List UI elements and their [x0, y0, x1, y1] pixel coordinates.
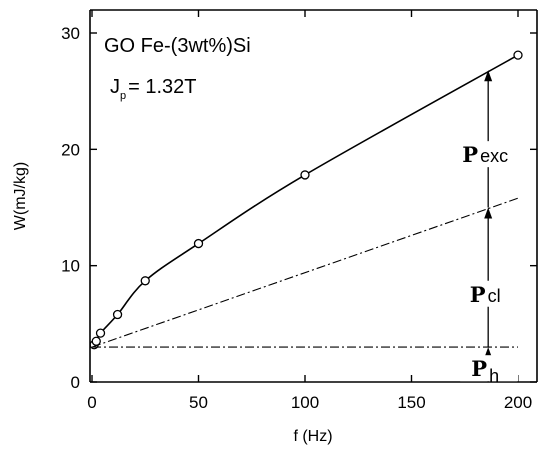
data-point	[193, 238, 204, 249]
subtitle-value: = 1.32T	[128, 76, 196, 98]
y-tick-label: 10	[61, 257, 80, 276]
x-tick-label: 200	[504, 393, 532, 412]
x-tick-label: 50	[189, 393, 208, 412]
data-point	[140, 276, 150, 286]
loss-label-sub: h	[489, 366, 499, 386]
x-tick-label: 0	[87, 393, 96, 412]
subtitle-sub: p	[120, 90, 126, 102]
arrow-head	[484, 207, 493, 219]
loss-label-sub: cl	[488, 286, 501, 306]
loss-label-main: P	[470, 282, 486, 307]
classical-loss-line	[91, 197, 519, 348]
x-tick-label: 150	[397, 393, 425, 412]
x-tick-label: 100	[291, 393, 319, 412]
data-point	[513, 50, 523, 60]
loss-label-bg	[460, 280, 519, 307]
loss-label-main: P	[471, 356, 487, 381]
loss-label-sub: exc	[480, 146, 508, 166]
total-loss-curve	[91, 54, 519, 348]
x-axis-title: f (Hz)	[293, 428, 332, 445]
plot-marks	[89, 50, 523, 350]
arrow-head	[484, 70, 493, 82]
y-tick-label: 0	[71, 373, 80, 392]
y-tick-label: 30	[61, 24, 80, 43]
loss-label-main: P	[462, 142, 478, 167]
labels: GO Fe-(3wt%)Si Jp = 1.32T f (Hz) W(mJ/kg)	[12, 35, 333, 445]
y-axis-title: W(mJ/kg)	[12, 162, 29, 230]
data-point	[95, 328, 106, 338]
loss-label-bg	[460, 141, 519, 168]
loss-label-bg	[460, 355, 519, 382]
data-point	[300, 170, 310, 180]
y-tick-label: 20	[61, 140, 80, 159]
ticks: 0 50 100 150 200 0 10 20 30	[61, 10, 537, 412]
chart-subtitle: Jp = 1.32T	[110, 76, 197, 102]
axes	[89, 9, 538, 383]
chart-title: GO Fe-(3wt%)Si	[104, 35, 251, 57]
data-point	[112, 309, 123, 320]
subtitle-main: J	[110, 76, 120, 98]
